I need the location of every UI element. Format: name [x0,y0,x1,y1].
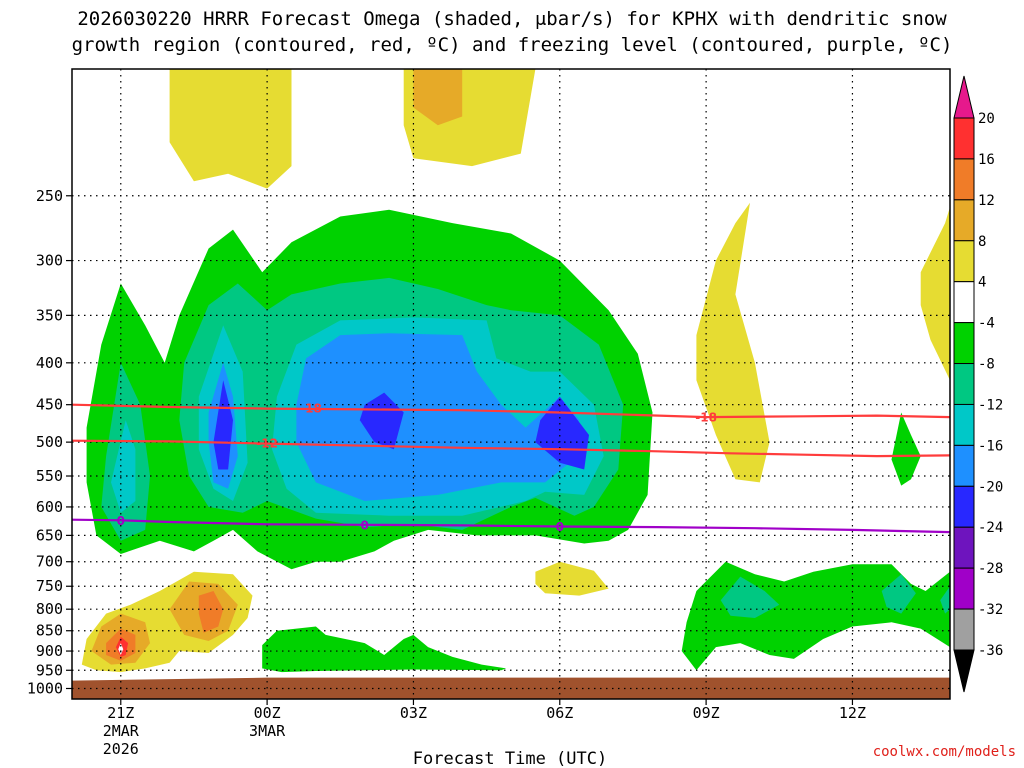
x-tick-label-21Z-1: 2MAR [103,722,140,740]
credit-link[interactable]: coolwx.com/models [873,744,1016,760]
contour-layer: -18 -18 -12 0 0 0 [72,401,950,534]
colorbar-bin-4 [953,281,975,324]
dgz-contour-0-label-1: -18 [695,411,717,425]
dgz-contour-1-line [72,439,950,458]
colorbar-label-3: 8 [978,234,986,250]
omega-shading-layer [81,69,950,673]
plot-area: -18 -18 -12 0 0 0 [72,69,950,699]
y-axis: 250 300 350 400 450 500 550 600 650 700 750 800 850 9… [27,187,72,697]
chart-title-line2: growth region (contoured, red, ºC) and f… [72,34,953,56]
freezing-level-line [72,518,950,534]
omega-region-17 [681,561,950,671]
omega-region-26 [198,591,224,633]
colorbar-label-2: 12 [978,193,995,209]
omega-region-4 [920,207,950,381]
colorbar-label-10: -24 [978,520,1003,536]
plot-frame [71,68,951,700]
omega-region-16 [535,396,589,470]
x-tick-label-09Z-0: 09Z [693,704,720,722]
colorbar-label-11: -28 [978,561,1003,577]
colorbar-over-arrow [953,75,975,119]
freezing-level-label-0: 0 [117,514,125,528]
omega-region-5 [535,561,609,596]
omega-region-15 [359,392,404,450]
y-tick-label-650: 650 [36,526,63,544]
y-tick-label-250: 250 [36,187,63,205]
colorbar-bin-6 [953,363,975,405]
colorbar-bin-1 [953,158,975,201]
colorbar-bin-10 [953,526,975,569]
omega-region-29 [118,643,124,655]
x-tick-label-03Z-0: 03Z [400,704,427,722]
x-tick-label-21Z-2: 2026 [103,740,139,758]
colorbar-label-7: -12 [978,397,1003,413]
x-tick-label-06Z-0: 06Z [546,704,573,722]
y-tick-label-850: 850 [36,622,63,640]
omega-region-14 [213,380,233,470]
colorbar-label-4: 4 [978,275,986,291]
grid-layer [72,69,950,699]
y-tick-label-450: 450 [36,396,63,414]
colorbar-label-9: -20 [978,479,1003,495]
y-tick-label-500: 500 [36,433,63,451]
freezing-level-label-1: 0 [360,518,368,532]
dgz-contour-0-line [72,403,950,419]
colorbar-bin-11 [953,567,975,610]
colorbar-label-6: -8 [978,357,995,373]
y-tick-label-750: 750 [36,577,63,595]
colorbar-bin-2 [953,199,975,242]
colorbar-bin-5 [953,322,975,365]
x-tick-label-21Z-0: 21Z [107,704,134,722]
dgz-contour-1-label-0: -12 [256,436,278,450]
omega-region-0 [169,69,292,189]
omega-region-2 [413,69,463,126]
y-tick-label-1000: 1000 [27,679,63,697]
dgz-contour-0-label-0: -18 [300,401,322,415]
x-tick-label-00Z-0: 00Z [254,704,281,722]
y-tick-label-700: 700 [36,553,63,571]
colorbar: 20 16 12 8 4 -4 -8 -12 -16 -20 -24 -28 -32 -36 [953,75,1003,693]
colorbar-label-5: -4 [978,316,995,332]
colorbar-bin-8 [953,444,975,487]
y-tick-label-800: 800 [36,600,63,618]
omega-region-19 [881,574,916,614]
colorbar-bin-3 [953,240,975,283]
colorbar-under-arrow [953,649,975,693]
colorbar-bin-0 [953,117,975,160]
omega-region-21 [891,412,921,486]
y-tick-label-900: 900 [36,642,63,660]
x-axis-label: Forecast Time (UTC) [413,749,607,768]
x-tick-label-00Z-1: 3MAR [249,722,286,740]
y-tick-label-400: 400 [36,354,63,372]
colorbar-label-12: -32 [978,602,1003,618]
colorbar-bin-9 [953,485,975,528]
y-tick-label-550: 550 [36,467,63,485]
x-tick-label-12Z-0: 12Z [839,704,866,722]
omega-region-18 [720,576,780,618]
freezing-level-label-2: 0 [556,520,564,534]
colorbar-bin-12 [953,608,975,651]
colorbar-bin-7 [953,403,975,446]
omega-region-20 [940,586,950,614]
omega-region-8 [111,420,136,513]
y-tick-label-300: 300 [36,252,63,270]
omega-region-3 [696,202,770,483]
colorbar-label-1: 16 [978,152,995,168]
colorbar-label-13: -36 [978,643,1003,659]
colorbar-label-0: 20 [978,111,995,127]
y-tick-label-350: 350 [36,306,63,324]
y-tick-label-600: 600 [36,498,63,516]
y-tick-label-950: 950 [36,661,63,679]
omega-region-22 [262,626,507,673]
omega-region-13 [296,333,580,501]
colorbar-label-8: -16 [978,438,1003,454]
chart-title-line1: 2026030220 HRRR Forecast Omega (shaded, … [77,8,947,30]
